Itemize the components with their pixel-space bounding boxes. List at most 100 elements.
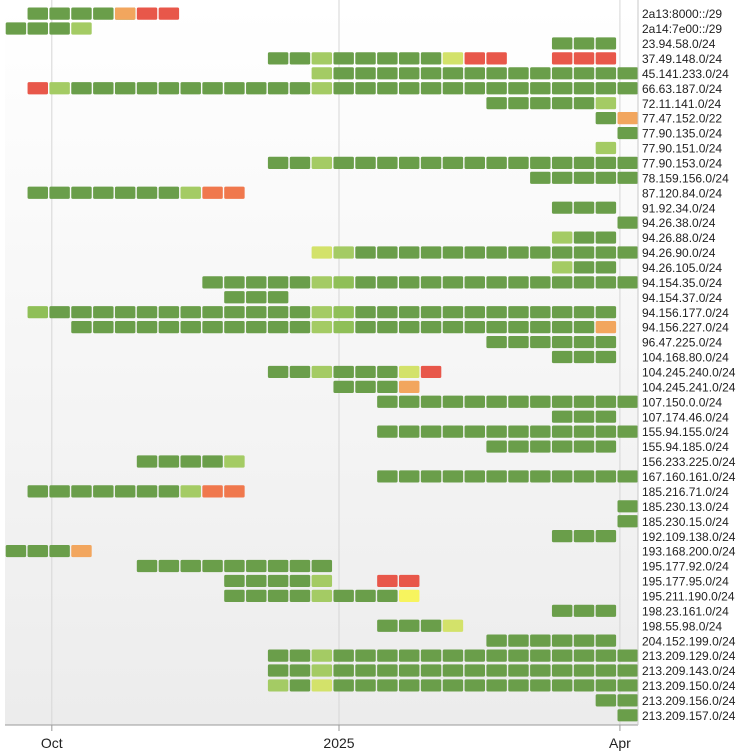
cell[interactable] [399, 664, 420, 677]
cell[interactable] [530, 335, 551, 349]
cell[interactable] [49, 22, 70, 35]
cell[interactable] [595, 321, 617, 334]
cell[interactable] [442, 276, 464, 289]
cell[interactable] [617, 246, 638, 259]
cell[interactable] [377, 395, 398, 408]
cell[interactable] [595, 231, 617, 244]
cell[interactable] [486, 67, 507, 80]
cell[interactable] [399, 156, 420, 169]
cell[interactable] [442, 52, 464, 65]
cell[interactable] [202, 455, 223, 468]
cell[interactable] [333, 67, 354, 80]
cell[interactable] [289, 365, 311, 379]
cell[interactable] [333, 589, 354, 602]
cell[interactable] [289, 156, 311, 169]
cell[interactable] [114, 306, 136, 319]
cell[interactable] [5, 544, 27, 558]
cell[interactable] [399, 380, 420, 393]
cell[interactable] [71, 485, 92, 498]
cell[interactable] [617, 500, 638, 513]
cell[interactable] [530, 67, 551, 80]
cell[interactable] [464, 649, 485, 662]
cell[interactable] [617, 679, 638, 692]
cell[interactable] [442, 679, 464, 692]
cell[interactable] [136, 485, 158, 498]
cell[interactable] [377, 306, 398, 319]
cell[interactable] [158, 455, 180, 468]
cell[interactable] [289, 82, 311, 95]
cell[interactable] [595, 694, 617, 707]
cell[interactable] [573, 470, 595, 483]
cell[interactable] [464, 395, 485, 408]
cell[interactable] [551, 335, 573, 349]
cell[interactable] [311, 559, 333, 573]
cell[interactable] [551, 649, 573, 662]
cell[interactable] [355, 664, 376, 677]
cell[interactable] [27, 186, 48, 199]
cell[interactable] [486, 321, 507, 334]
cell[interactable] [573, 679, 595, 692]
cell[interactable] [464, 52, 485, 65]
cell[interactable] [486, 679, 507, 692]
cell[interactable] [617, 649, 638, 662]
cell[interactable] [573, 156, 595, 169]
cell[interactable] [289, 276, 311, 289]
cell[interactable] [399, 82, 420, 95]
cell[interactable] [71, 7, 92, 20]
cell[interactable] [486, 97, 507, 110]
cell[interactable] [27, 544, 48, 558]
cell[interactable] [617, 425, 638, 438]
cell[interactable] [267, 664, 289, 677]
cell[interactable] [246, 82, 267, 95]
cell[interactable] [180, 82, 201, 95]
cell[interactable] [311, 156, 333, 169]
cell[interactable] [595, 679, 617, 692]
cell[interactable] [399, 395, 420, 408]
cell[interactable] [464, 82, 485, 95]
cell[interactable] [442, 67, 464, 80]
cell[interactable] [246, 276, 267, 289]
cell[interactable] [267, 365, 289, 379]
cell[interactable] [27, 22, 48, 35]
cell[interactable] [486, 82, 507, 95]
cell[interactable] [551, 231, 573, 244]
cell[interactable] [420, 156, 442, 169]
cell[interactable] [508, 395, 529, 408]
cell[interactable] [399, 574, 420, 588]
cell[interactable] [573, 37, 595, 50]
cell[interactable] [202, 321, 223, 334]
cell[interactable] [573, 261, 595, 274]
cell[interactable] [377, 589, 398, 602]
cell[interactable] [333, 156, 354, 169]
cell[interactable] [573, 171, 595, 184]
cell[interactable] [180, 559, 201, 573]
cell[interactable] [158, 186, 180, 199]
cell[interactable] [508, 679, 529, 692]
cell[interactable] [486, 440, 507, 453]
cell[interactable] [355, 306, 376, 319]
cell[interactable] [595, 201, 617, 214]
cell[interactable] [311, 276, 333, 289]
cell[interactable] [224, 589, 245, 602]
cell[interactable] [617, 82, 638, 95]
cell[interactable] [49, 306, 70, 319]
cell[interactable] [551, 350, 573, 364]
cell[interactable] [573, 82, 595, 95]
cell[interactable] [355, 679, 376, 692]
cell[interactable] [573, 664, 595, 677]
cell[interactable] [530, 425, 551, 438]
cell[interactable] [202, 276, 223, 289]
cell[interactable] [486, 306, 507, 319]
cell[interactable] [180, 485, 201, 498]
cell[interactable] [617, 276, 638, 289]
cell[interactable] [617, 664, 638, 677]
cell[interactable] [573, 201, 595, 214]
cell[interactable] [486, 634, 507, 647]
cell[interactable] [573, 634, 595, 647]
cell[interactable] [158, 7, 180, 20]
cell[interactable] [355, 589, 376, 602]
cell[interactable] [551, 306, 573, 319]
cell[interactable] [442, 82, 464, 95]
cell[interactable] [180, 306, 201, 319]
cell[interactable] [442, 425, 464, 438]
